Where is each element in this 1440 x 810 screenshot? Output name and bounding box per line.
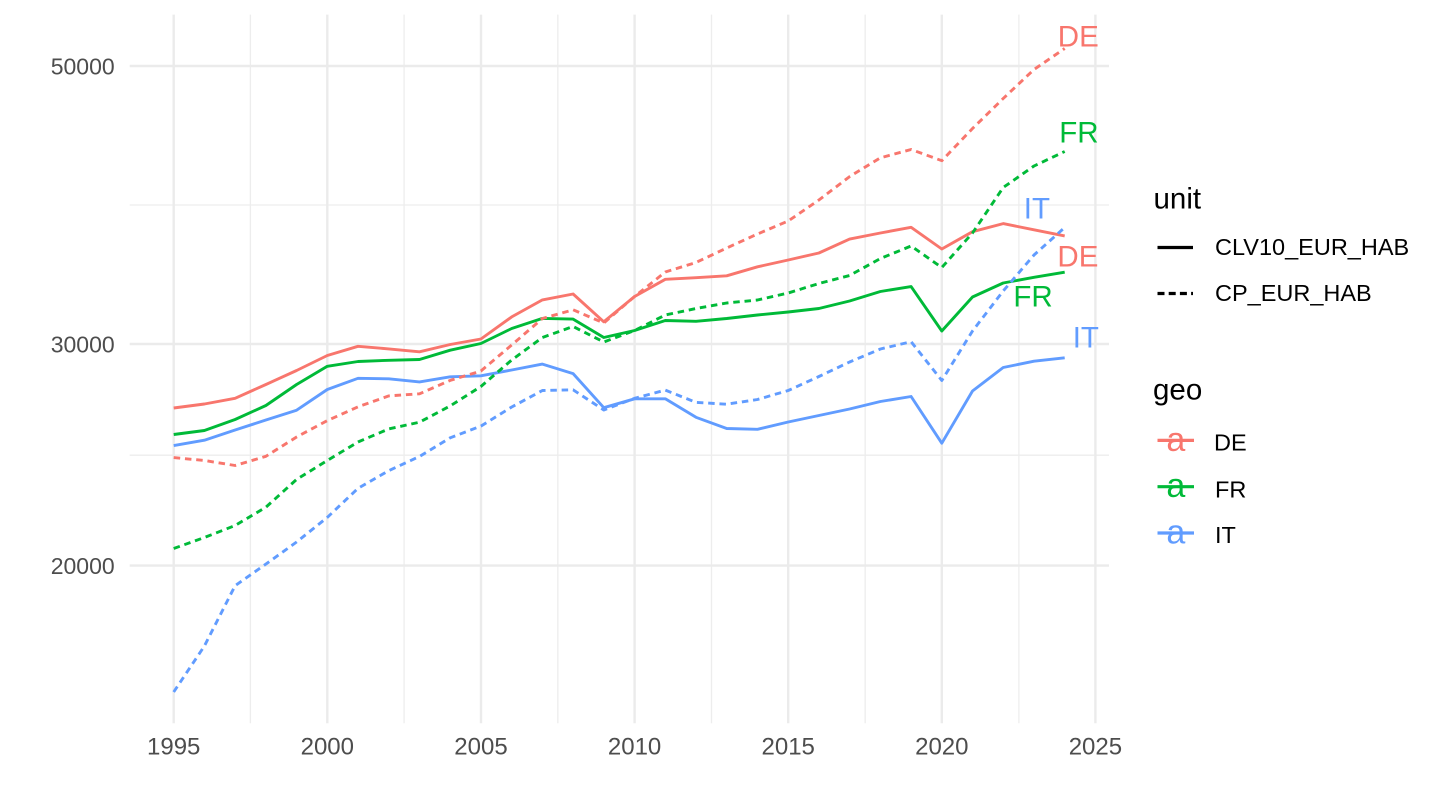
svg-text:20000: 20000: [51, 553, 115, 579]
svg-text:a: a: [1166, 421, 1185, 459]
svg-text:50000: 50000: [51, 53, 115, 79]
svg-text:DE: DE: [1057, 241, 1098, 274]
svg-text:IT: IT: [1024, 192, 1050, 225]
svg-text:DE: DE: [1214, 430, 1247, 456]
svg-text:CP_EUR_HAB: CP_EUR_HAB: [1215, 280, 1372, 306]
svg-text:1995: 1995: [147, 734, 200, 761]
svg-text:FR: FR: [1059, 116, 1098, 149]
svg-text:30000: 30000: [51, 331, 115, 357]
svg-text:geo: geo: [1153, 374, 1202, 407]
svg-text:2025: 2025: [1069, 734, 1122, 761]
svg-text:FR: FR: [1215, 476, 1246, 502]
svg-text:2015: 2015: [762, 734, 815, 761]
svg-text:CLV10_EUR_HAB: CLV10_EUR_HAB: [1215, 234, 1409, 260]
svg-text:IT: IT: [1073, 321, 1099, 354]
svg-text:a: a: [1166, 467, 1185, 505]
svg-text:a: a: [1166, 514, 1185, 552]
svg-text:unit: unit: [1154, 183, 1202, 216]
svg-text:FR: FR: [1013, 280, 1052, 313]
svg-text:DE: DE: [1058, 20, 1099, 53]
svg-text:2005: 2005: [454, 734, 507, 761]
svg-text:2000: 2000: [301, 734, 354, 761]
svg-text:IT: IT: [1215, 522, 1236, 548]
svg-text:2010: 2010: [608, 734, 661, 761]
svg-text:2020: 2020: [915, 734, 968, 761]
